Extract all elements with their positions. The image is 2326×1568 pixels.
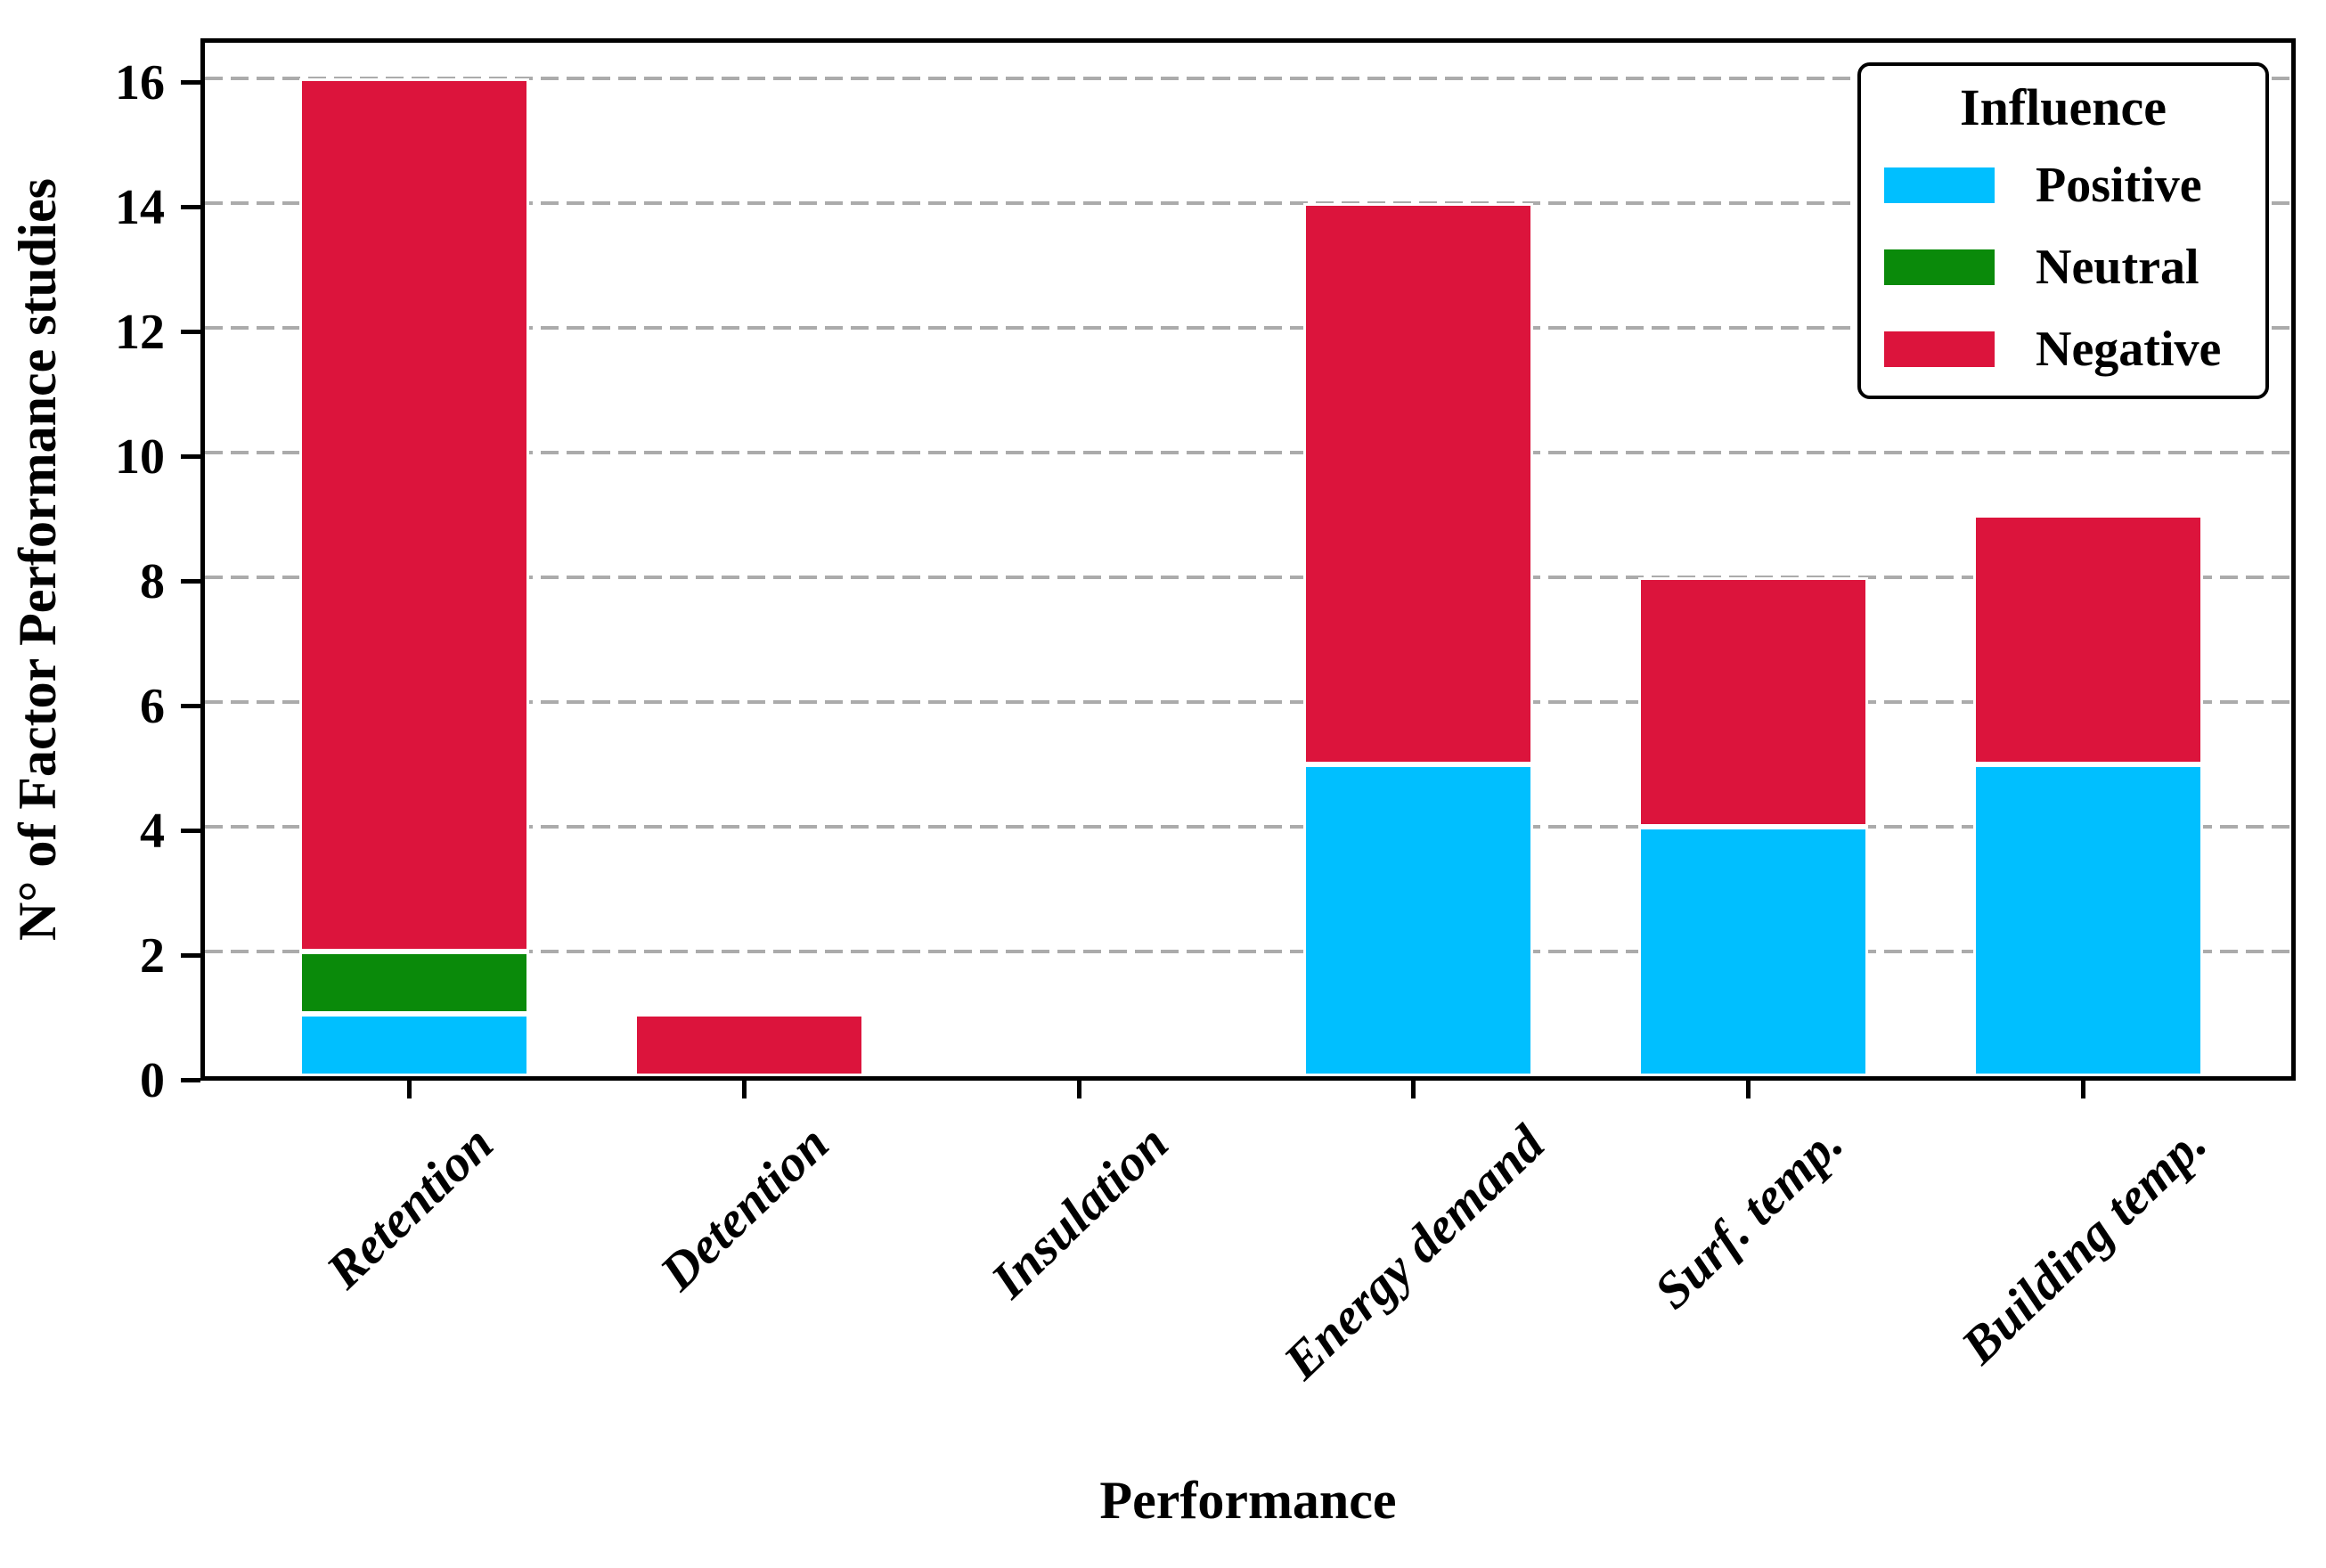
legend-swatch-neutral — [1884, 249, 1995, 285]
y-tick-6 — [181, 704, 200, 708]
y-tick-label-2: 2 — [140, 928, 165, 984]
bar-energy-demand-negative — [1303, 203, 1533, 764]
x-tick-insulation — [1076, 1081, 1081, 1098]
y-tick-label-8: 8 — [140, 554, 165, 609]
y-tick-0 — [181, 1078, 200, 1082]
legend-entries: Positive Neutral Negative — [1861, 137, 2265, 390]
bar-retention-negative — [299, 78, 529, 951]
x-tick-surf-temp — [1746, 1081, 1751, 1098]
legend: Influence Positive Neutral Negative — [1857, 62, 2269, 399]
gridline-y-16 — [205, 77, 2291, 80]
legend-swatch-positive — [1884, 167, 1995, 203]
gridline-y-10 — [205, 451, 2291, 454]
y-tick-16 — [181, 80, 200, 85]
gridline-y-2 — [205, 950, 2291, 953]
y-tick-label-6: 6 — [140, 679, 165, 734]
y-tick-12 — [181, 330, 200, 334]
bar-retention-positive — [299, 1014, 529, 1076]
y-tick-label-4: 4 — [140, 804, 165, 859]
legend-entry-negative: Negative — [1884, 308, 2265, 390]
bar-retention-neutral — [299, 951, 529, 1014]
x-tick-retention — [407, 1081, 412, 1098]
x-tick-label-surf-temp: Surf. temp. — [1643, 1113, 1854, 1320]
y-tick-4 — [181, 829, 200, 833]
legend-swatch-negative — [1884, 331, 1995, 367]
gridline-y-12 — [205, 326, 2291, 330]
legend-label-positive: Positive — [2036, 158, 2202, 213]
legend-title: Influence — [1960, 78, 2167, 136]
bar-surf-temp-positive — [1638, 827, 1868, 1076]
y-tick-label-12: 12 — [115, 305, 165, 360]
y-tick-14 — [181, 205, 200, 209]
y-tick-8 — [181, 579, 200, 584]
legend-label-negative: Negative — [2036, 322, 2222, 377]
x-tick-energy-demand — [1411, 1081, 1416, 1098]
x-axis-label: Performance — [1099, 1471, 1397, 1530]
x-tick-label-detention: Detention — [649, 1114, 840, 1302]
bar-building-temp-negative — [1973, 515, 2203, 764]
x-tick-label-building-temp: Building temp. — [1949, 1114, 2217, 1376]
bar-surf-temp-negative — [1638, 577, 1868, 827]
bar-detention-negative — [634, 1014, 864, 1076]
y-tick-label-16: 16 — [115, 55, 165, 110]
legend-entry-neutral: Neutral — [1884, 226, 2265, 308]
y-tick-10 — [181, 454, 200, 459]
gridline-y-14 — [205, 201, 2291, 205]
y-tick-label-10: 10 — [115, 429, 165, 485]
legend-label-neutral: Neutral — [2036, 240, 2199, 295]
gridline-y-4 — [205, 825, 2291, 829]
bar-building-temp-positive — [1973, 764, 2203, 1076]
y-tick-label-14: 14 — [115, 180, 165, 235]
x-tick-detention — [741, 1081, 747, 1098]
x-tick-label-retention: Retention — [314, 1114, 504, 1300]
x-tick-label-energy-demand: Energy demand — [1272, 1114, 1555, 1391]
bar-energy-demand-positive — [1303, 764, 1533, 1076]
x-tick-building-temp — [2081, 1081, 2085, 1098]
legend-entry-positive: Positive — [1884, 144, 2265, 226]
gridline-y-8 — [205, 576, 2291, 579]
y-tick-2 — [181, 953, 200, 958]
x-tick-label-insulation: Insulation — [979, 1114, 1179, 1310]
gridline-y-6 — [205, 700, 2291, 704]
y-tick-label-0: 0 — [140, 1053, 165, 1108]
